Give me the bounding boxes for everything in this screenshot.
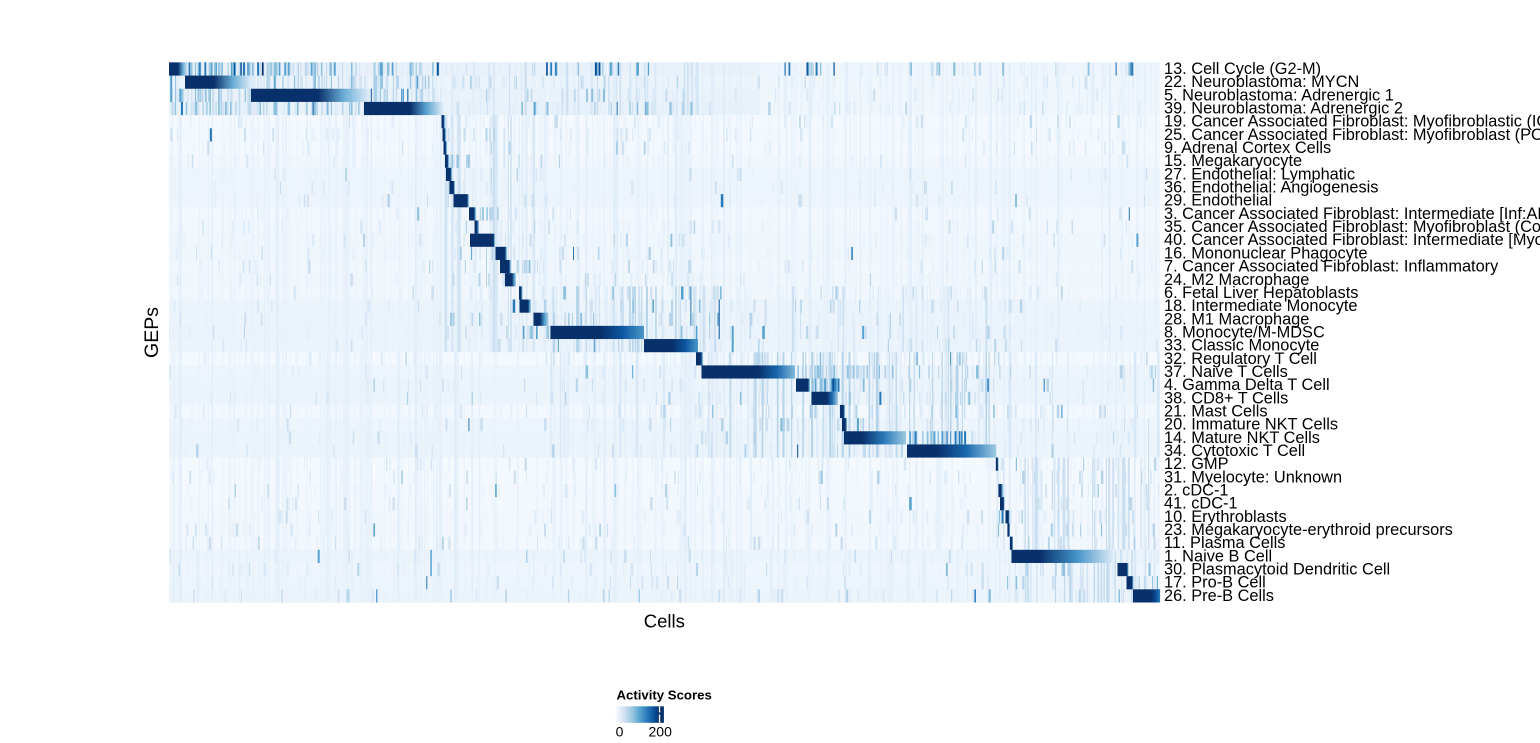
svg-text:15. Megakaryocyte: 15. Megakaryocyte — [1164, 152, 1302, 170]
svg-text:34. Cytotoxic T Cell: 34. Cytotoxic T Cell — [1164, 442, 1305, 460]
svg-text:8. Monocyte/M-MDSC: 8. Monocyte/M-MDSC — [1164, 323, 1325, 341]
svg-text:24. M2 Macrophage: 24. M2 Macrophage — [1164, 271, 1309, 289]
svg-text:35. Cancer Associated Fibrobla: 35. Cancer Associated Fibroblast: Myofib… — [1164, 218, 1540, 236]
svg-text:GEPs: GEPs — [141, 307, 163, 358]
svg-text:10. Erythroblasts: 10. Erythroblasts — [1164, 508, 1287, 526]
svg-text:20. Immature NKT Cells: 20. Immature NKT Cells — [1164, 416, 1338, 434]
svg-text:29. Endothelial: 29. Endothelial — [1164, 192, 1272, 210]
svg-text:16. Mononuclear Phagocyte: 16. Mononuclear Phagocyte — [1164, 244, 1368, 262]
svg-text:2. cDC-1: 2. cDC-1 — [1164, 482, 1228, 500]
svg-text:40. Cancer Associated Fibrobla: 40. Cancer Associated Fibroblast: Interm… — [1164, 231, 1540, 249]
svg-text:23. Megakaryocyte-erythroid pr: 23. Megakaryocyte-erythroid precursors — [1164, 521, 1453, 539]
svg-text:0: 0 — [616, 723, 624, 739]
svg-text:38. CD8+ T Cells: 38. CD8+ T Cells — [1164, 389, 1288, 407]
svg-text:32. Regulatory T Cell: 32. Regulatory T Cell — [1164, 350, 1317, 368]
svg-text:21. Mast Cells: 21. Mast Cells — [1164, 402, 1268, 420]
svg-text:5. Neuroblastoma: Adrenergic 1: 5. Neuroblastoma: Adrenergic 1 — [1164, 86, 1394, 104]
svg-text:19. Cancer Associated Fibrobla: 19. Cancer Associated Fibroblast: Myofib… — [1164, 113, 1540, 131]
svg-text:25. Cancer Associated Fibrobla: 25. Cancer Associated Fibroblast: Myofib… — [1164, 126, 1540, 144]
svg-text:14. Mature NKT Cells: 14. Mature NKT Cells — [1164, 429, 1320, 447]
svg-text:17. Pro-B Cell: 17. Pro-B Cell — [1164, 574, 1266, 592]
svg-text:26. Pre-B Cells: 26. Pre-B Cells — [1164, 587, 1274, 605]
svg-text:9. Adrenal Cortex Cells: 9. Adrenal Cortex Cells — [1164, 139, 1331, 157]
svg-text:41. cDC-1: 41. cDC-1 — [1164, 495, 1238, 513]
svg-text:39. Neuroblastoma: Adrenergic: 39. Neuroblastoma: Adrenergic 2 — [1164, 100, 1403, 118]
svg-text:Activity Scores: Activity Scores — [617, 687, 712, 702]
svg-text:27. Endothelial: Lymphatic: 27. Endothelial: Lymphatic — [1164, 165, 1355, 183]
svg-text:7. Cancer Associated Fibroblas: 7. Cancer Associated Fibroblast: Inflamm… — [1164, 258, 1499, 276]
svg-text:30. Plasmacytoid Dendritic Cel: 30. Plasmacytoid Dendritic Cell — [1164, 561, 1390, 579]
svg-text:18. Intermediate Monocyte: 18. Intermediate Monocyte — [1164, 297, 1358, 315]
svg-text:33. Classic Monocyte: 33. Classic Monocyte — [1164, 337, 1319, 355]
svg-text:200: 200 — [649, 723, 673, 739]
svg-text:37. Naive T Cells: 37. Naive T Cells — [1164, 363, 1288, 381]
svg-text:Cells: Cells — [644, 610, 685, 631]
svg-text:28. M1 Macrophage: 28. M1 Macrophage — [1164, 310, 1309, 328]
svg-text:4. Gamma Delta T Cell: 4. Gamma Delta T Cell — [1164, 376, 1330, 394]
svg-text:3. Cancer Associated Fibroblas: 3. Cancer Associated Fibroblast: Interme… — [1164, 205, 1540, 223]
svg-text:6. Fetal Liver Hepatoblasts: 6. Fetal Liver Hepatoblasts — [1164, 284, 1358, 302]
svg-text:13. Cell Cycle (G2-M): 13. Cell Cycle (G2-M) — [1164, 60, 1321, 78]
svg-text:31. Myelocyte: Unknown: 31. Myelocyte: Unknown — [1164, 468, 1342, 486]
svg-text:1. Naive B Cell: 1. Naive B Cell — [1164, 547, 1272, 565]
svg-text:22. Neuroblastoma: MYCN: 22. Neuroblastoma: MYCN — [1164, 73, 1359, 91]
svg-text:36. Endothelial: Angiogenesis: 36. Endothelial: Angiogenesis — [1164, 179, 1378, 197]
svg-text:12. GMP: 12. GMP — [1164, 455, 1229, 473]
svg-text:11. Plasma Cells: 11. Plasma Cells — [1164, 534, 1285, 552]
